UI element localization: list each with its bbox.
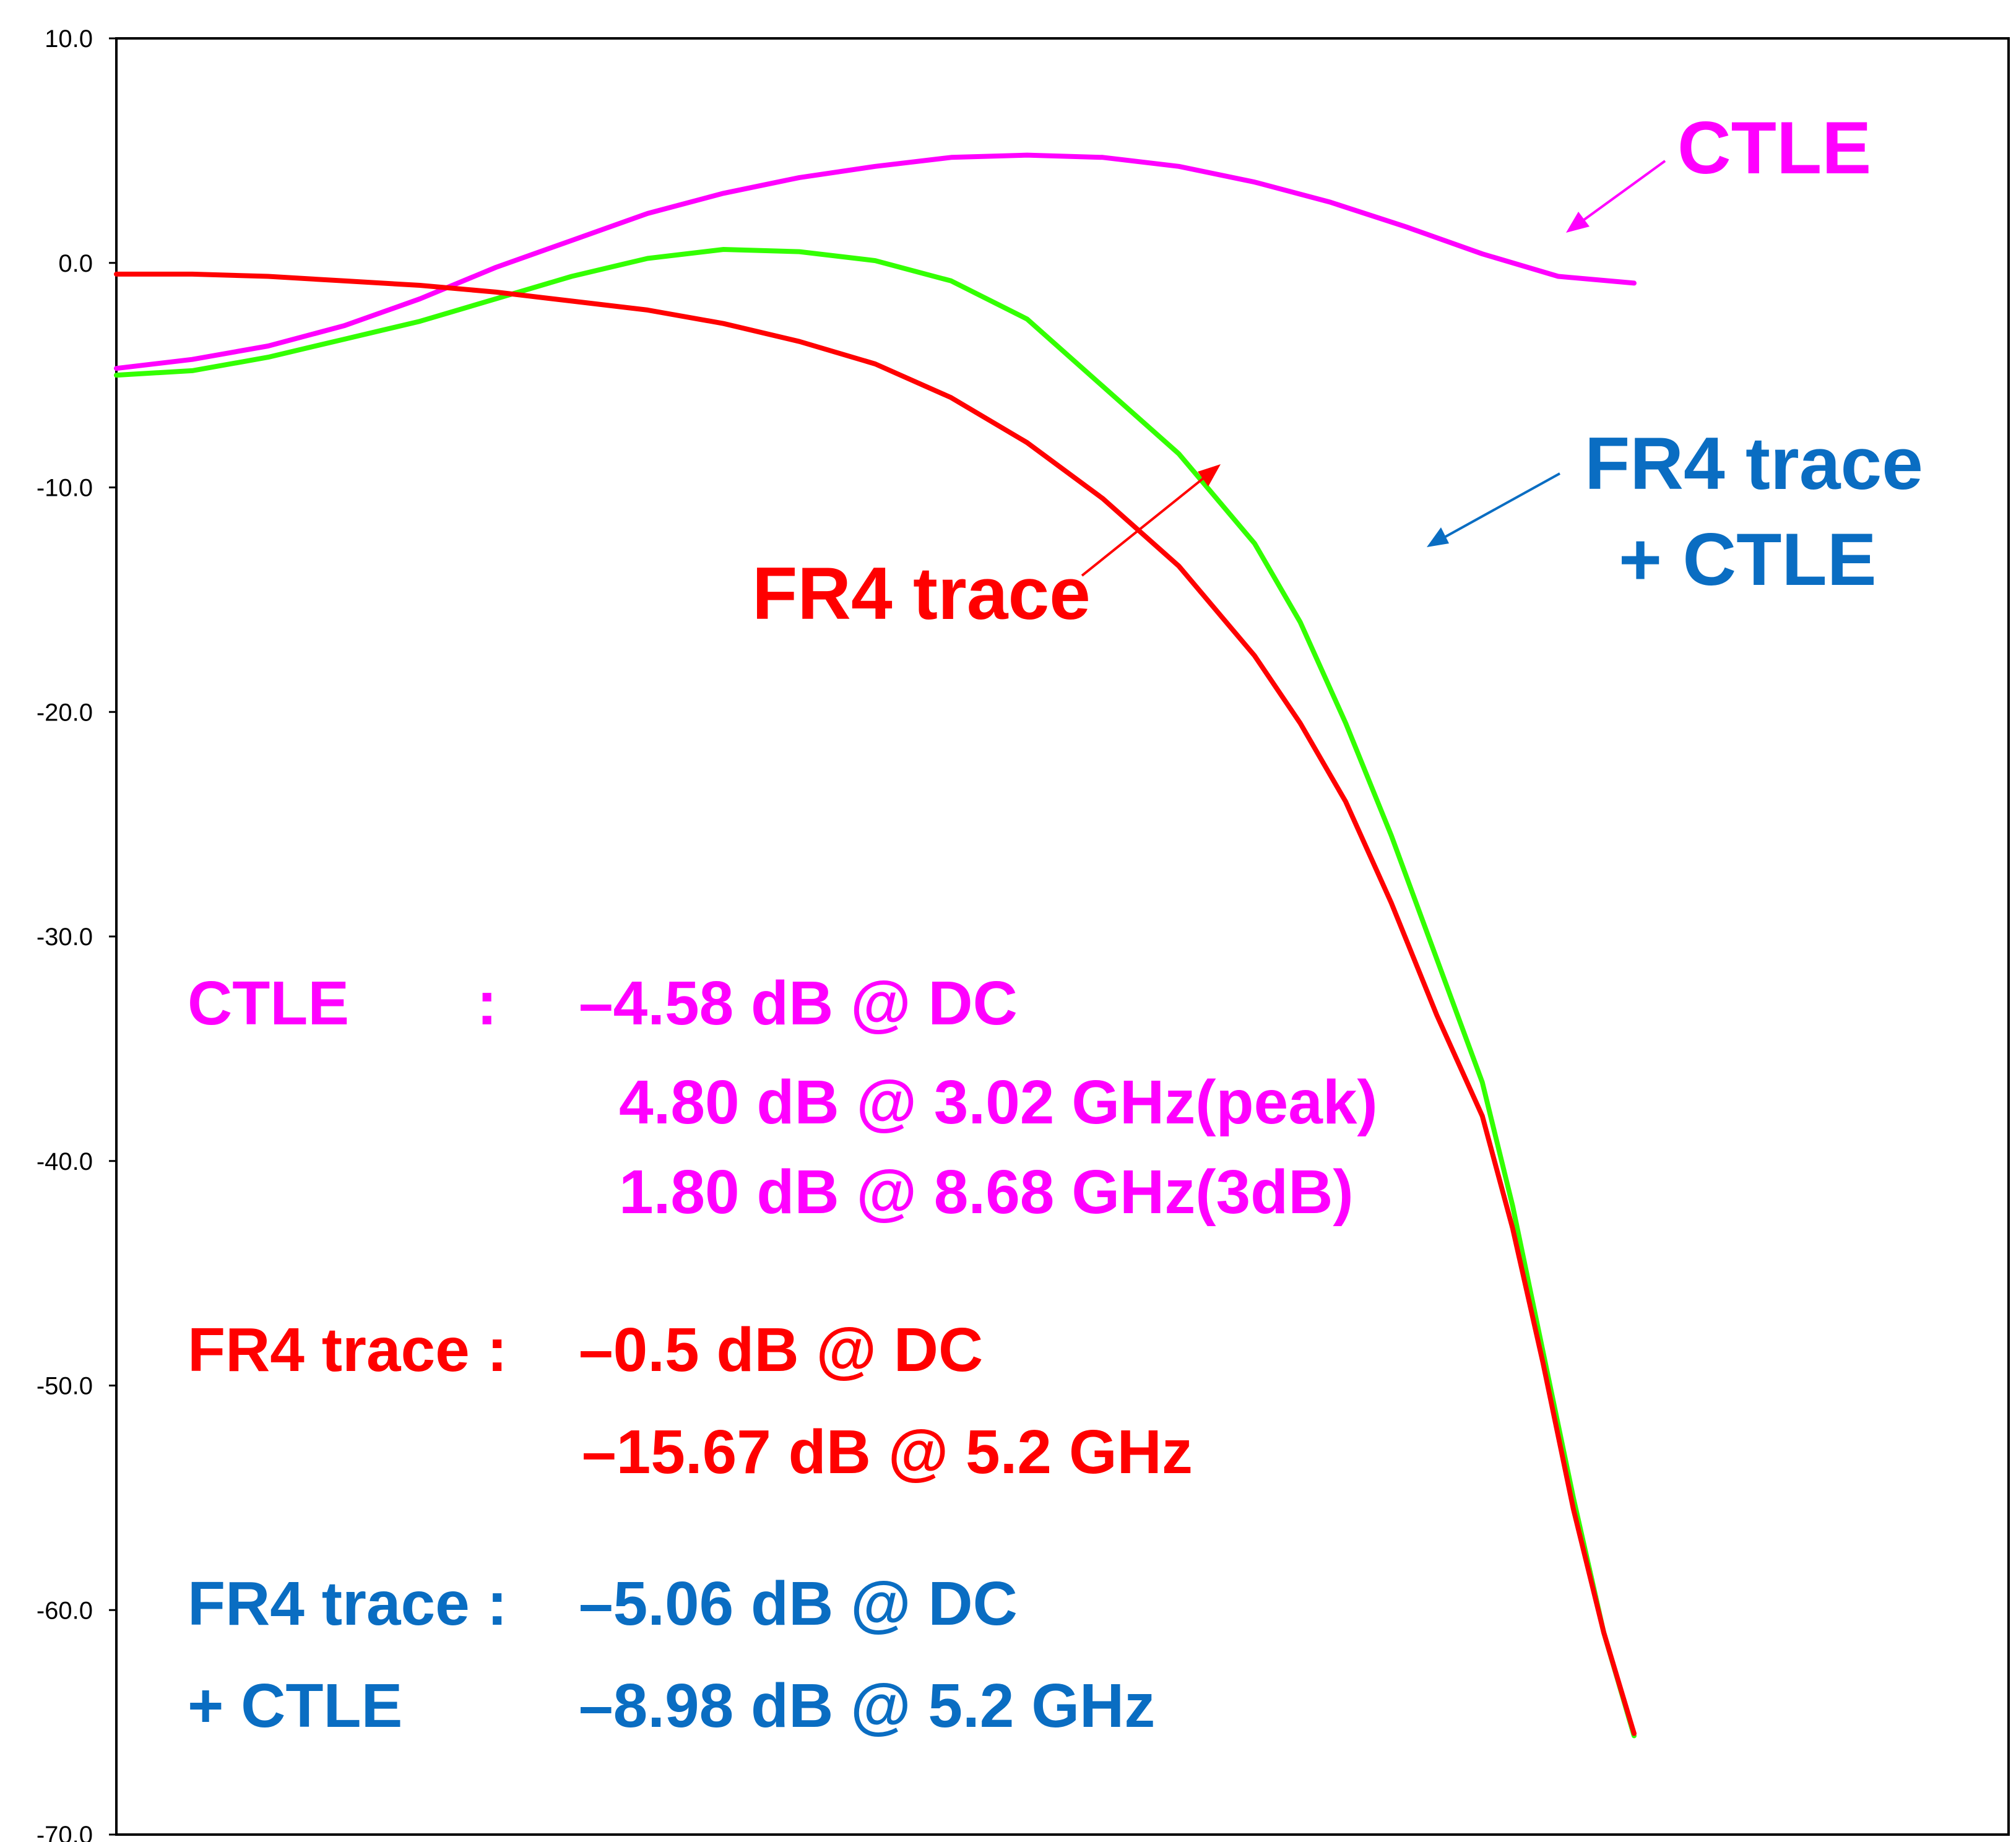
series-line-fr4-trace-ctle xyxy=(114,247,1637,1739)
y-tick-label: -30.0 xyxy=(37,923,93,951)
fr4-arrow-head xyxy=(1198,464,1221,486)
ctle-notes-colon: : xyxy=(477,969,497,1038)
combo-arrow-head xyxy=(1427,527,1449,547)
ctle-curve-label: CTLE xyxy=(1677,106,1871,189)
y-tick-label: 0.0 xyxy=(58,250,93,277)
combo-note-line-2: –8.98 dB @ 5.2 GHz xyxy=(579,1671,1155,1740)
fr4-curve-label: FR4 trace xyxy=(752,552,1091,635)
ctle-note-line-1: –4.58 dB @ DC xyxy=(579,969,1018,1038)
y-axis: 10.0 0.0 -10.0 -20.0 -30.0 -40.0 -50.0 -60.0 -70… xyxy=(37,25,116,1842)
ctle-arrow-line xyxy=(1580,160,1666,223)
series-line-fr4-trace xyxy=(114,271,1637,1736)
combo-note-line-1: –5.06 dB @ DC xyxy=(579,1569,1018,1638)
series-line-ctle xyxy=(114,152,1637,371)
ctle-callout: CTLE xyxy=(1566,106,1871,233)
ctle-arrow-head xyxy=(1566,212,1590,233)
combo-notes: FR4 trace : + CTLE –5.06 dB @ DC –8.98 d… xyxy=(188,1569,1155,1740)
combo-notes-name-line1: FR4 trace : xyxy=(188,1569,508,1638)
y-tick-label: -40.0 xyxy=(37,1148,93,1175)
fr4-callout: FR4 trace xyxy=(752,464,1221,635)
combo-curve-label-line2: + CTLE xyxy=(1619,518,1877,601)
combo-notes-name-line2: + CTLE xyxy=(188,1671,402,1740)
ctle-note-line-3: 1.80 dB @ 8.68 GHz(3dB) xyxy=(619,1157,1354,1227)
y-tick-label: -50.0 xyxy=(37,1373,93,1400)
combo-curve-label-line1: FR4 trace xyxy=(1585,422,1923,505)
combo-arrow-line xyxy=(1442,472,1560,540)
y-tick-label: -60.0 xyxy=(37,1597,93,1624)
fr4-notes: FR4 trace : –0.5 dB @ DC –15.67 dB @ 5.2… xyxy=(188,1315,1193,1487)
y-tick-label: -20.0 xyxy=(37,699,93,726)
fr4-arrow-line xyxy=(1081,474,1208,577)
fr4-notes-name: FR4 trace : xyxy=(188,1315,508,1385)
fr4-note-line-1: –0.5 dB @ DC xyxy=(579,1315,983,1385)
ctle-notes-name: CTLE xyxy=(188,969,349,1038)
ctle-notes: CTLE : –4.58 dB @ DC 4.80 dB @ 3.02 GHz(… xyxy=(188,969,1378,1227)
y-tick-label: 10.0 xyxy=(45,25,93,53)
combo-callout: FR4 trace + CTLE xyxy=(1427,422,1923,601)
ctle-note-line-2: 4.80 dB @ 3.02 GHz(peak) xyxy=(619,1068,1378,1137)
y-tick-label: -70.0 xyxy=(37,1822,93,1842)
series-layer xyxy=(114,152,1637,1739)
fr4-note-line-2: –15.67 dB @ 5.2 GHz xyxy=(582,1417,1193,1487)
y-tick-label: -10.0 xyxy=(37,475,93,502)
